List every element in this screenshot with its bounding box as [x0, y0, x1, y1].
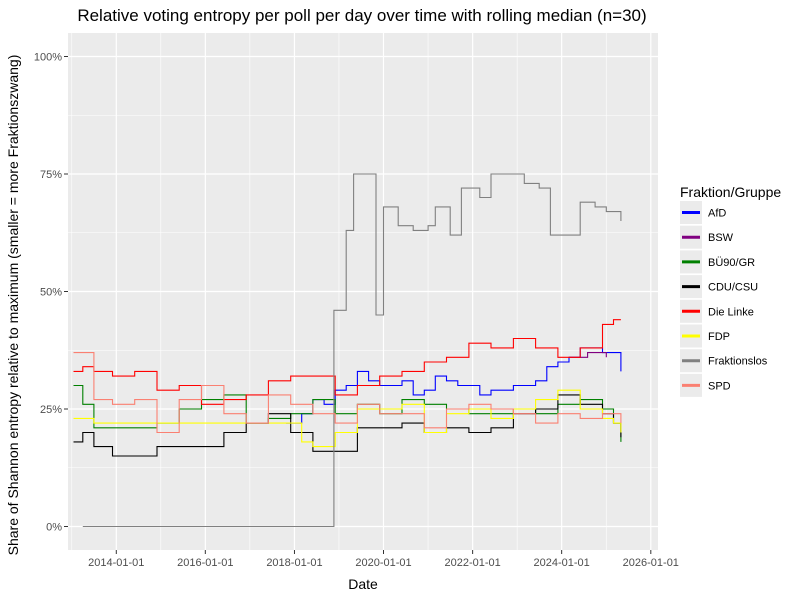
y-axis-ticks: 0% 25% 50% 75% 100%	[34, 52, 68, 534]
legend-item: Die Linke	[680, 299, 754, 323]
legend-item: CDU/CSU	[680, 275, 758, 299]
legend-label: SPD	[708, 380, 731, 392]
legend-label: AfD	[708, 208, 726, 220]
series-line-bsw	[569, 352, 607, 358]
legend-item: Fraktionslos	[680, 349, 768, 373]
legend-item: FDP	[680, 324, 730, 348]
legend-item: AfD	[680, 201, 726, 224]
x-tick-label: 2026-01-01	[623, 557, 679, 569]
x-tick-label: 2014-01-01	[88, 557, 144, 569]
y-tick-label: 50%	[40, 287, 62, 299]
legend-item: BÜ90/GR	[680, 250, 755, 274]
series-lines	[73, 173, 622, 528]
y-tick-label: 75%	[40, 169, 62, 181]
y-axis-title: Share of Shannon entropy relative to max…	[5, 55, 21, 556]
x-tick-label: 2018-01-01	[266, 557, 322, 569]
legend: Fraktion/Gruppe AfD BSW BÜ90/GR CDU/CSU Die …	[680, 184, 781, 397]
x-axis-title: Date	[348, 576, 378, 592]
legend-title: Fraktion/Gruppe	[680, 184, 781, 200]
legend-label: CDU/CSU	[708, 282, 758, 294]
x-tick-label: 2020-01-01	[355, 557, 411, 569]
series-line-spd	[73, 352, 622, 434]
legend-item: BSW	[680, 225, 734, 249]
legend-label: BSW	[708, 232, 734, 244]
series-line-afd	[286, 347, 622, 424]
legend-items: AfD BSW BÜ90/GR CDU/CSU Die Linke FDP Fraktion…	[680, 201, 768, 397]
legend-label: Die Linke	[708, 306, 754, 318]
y-tick-label: 25%	[40, 404, 62, 416]
legend-label: BÜ90/GR	[708, 257, 755, 269]
series-line-fraktionslos	[82, 173, 622, 528]
legend-label: FDP	[708, 331, 730, 343]
y-tick-label: 0%	[46, 522, 62, 534]
y-tick-label: 100%	[34, 52, 62, 64]
legend-item: SPD	[680, 373, 731, 397]
legend-label: Fraktionslos	[708, 356, 768, 368]
chart-title: Relative voting entropy per poll per day…	[77, 6, 646, 25]
x-tick-label: 2022-01-01	[444, 557, 500, 569]
x-tick-label: 2024-01-01	[534, 557, 590, 569]
series-line-die-linke	[73, 319, 621, 405]
x-axis-ticks: 2014-01-01 2016-01-01 2018-01-01 2020-01-01…	[88, 550, 679, 569]
x-tick-label: 2016-01-01	[177, 557, 233, 569]
